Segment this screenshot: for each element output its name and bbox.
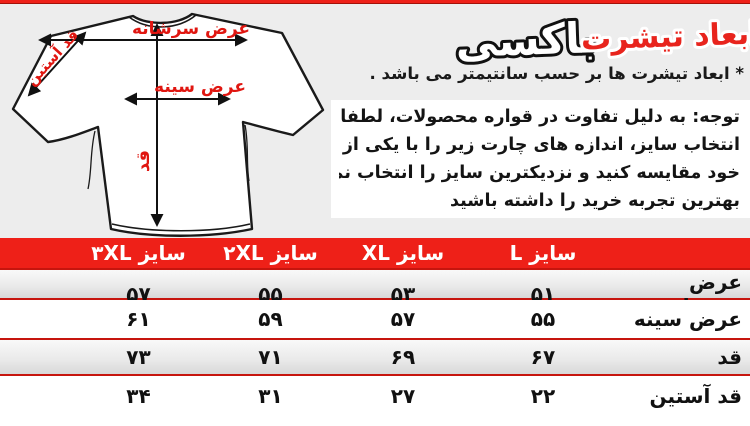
value-cell: ۲۷ <box>390 384 416 408</box>
notice-line: خود مقایسه کنید و نزدیکترین سایز را انتخ… <box>339 163 740 183</box>
table-row-chest-width: عرض سینه ۵۵ ۵۷ ۵۹ ۶۱ <box>0 300 750 338</box>
value-cell: ۵۷ <box>390 307 416 331</box>
table-row-shoulder-width: عرض سرشانه ۵۱ ۵۳ ۵۵ ۵۷ <box>0 268 750 318</box>
row-label: قد آستین <box>649 384 742 408</box>
value-cell: ۷۱ <box>258 345 283 369</box>
measurement-arrows <box>27 23 248 227</box>
value-cell: ۵۹ <box>258 307 283 331</box>
tshirt-outline <box>11 12 325 237</box>
value-cell: ۳۴ <box>126 384 151 408</box>
header-empty-cell <box>613 238 750 268</box>
notice-line: انتخاب سایز، اندازه های چارت زیر را با ی… <box>339 135 740 155</box>
notice-line: توجه: به دلیل تفاوت در قواره محصولات، لط… <box>339 107 740 127</box>
title-word-boxy: باکسی <box>455 13 598 67</box>
length-label: قد <box>133 150 154 172</box>
table-header-row: سایز L سایز XL سایز ۲XL سایز ۳XL <box>0 238 750 268</box>
page-title: باکسی ابعاد تیشرت <box>452 10 750 70</box>
table-row-length: قد ۶۷ ۶۹ ۷۱ ۷۳ <box>0 338 750 376</box>
value-cell: ۲۲ <box>530 384 556 408</box>
value-cell: ۵۵ <box>530 307 556 331</box>
row-label: قد <box>717 345 742 369</box>
shoulder-width-label: عرض سرشانه <box>132 19 250 39</box>
value-cell: ۳۱ <box>258 384 283 408</box>
tshirt-measurement-diagram: عرض سرشانه عرض سینه قد قد آستین <box>11 12 325 237</box>
table-row-sleeve-length: قد آستین ۲۲ ۲۷ ۳۱ ۳۴ <box>0 376 750 426</box>
unit-note: * ابعاد تیشرت ها بر حسب سانتیمتر می باشد… <box>369 64 744 83</box>
chest-width-label: عرض سینه <box>154 77 246 97</box>
header-cell-size-xl: سایز XL <box>361 241 445 265</box>
header-cell-size-3xl: سایز ۳XL <box>91 241 186 265</box>
notice-box: توجه: به دلیل تفاوت در قواره محصولات، لط… <box>331 100 750 218</box>
header-cell-size-2xl: سایز ۲XL <box>223 241 318 265</box>
value-cell: ۶۹ <box>390 345 416 369</box>
value-cell: ۶۱ <box>126 307 151 331</box>
notice-line: بهترین تجربه خرید را داشته باشید <box>450 191 740 211</box>
header-cell-size-l: سایز L <box>509 241 577 265</box>
value-cell: ۶۷ <box>530 345 556 369</box>
row-label: عرض سینه <box>633 307 742 331</box>
title-word-tshirt-dimensions: ابعاد تیشرت <box>580 16 750 57</box>
top-red-bar <box>0 0 750 4</box>
sleeve-length-arrow <box>27 31 87 97</box>
value-cell: ۷۳ <box>126 345 151 369</box>
